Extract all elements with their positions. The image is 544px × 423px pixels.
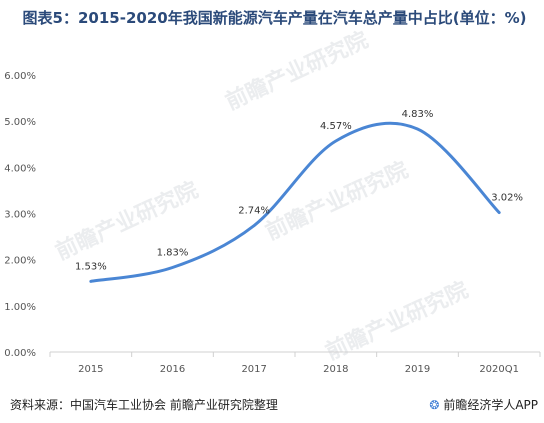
y-axis: 0.00% 1.00% 2.00% 3.00% 4.00% 5.00% 6.00%: [4, 71, 36, 359]
series-layer: [89, 121, 501, 283]
y-tick-label: 1.00%: [4, 302, 36, 313]
x-tick-label: 2017: [241, 364, 266, 375]
brand-name: 前瞻经济学人APP: [443, 398, 538, 412]
data-label-layer: 1.53% 1.83% 2.74% 4.57% 4.83% 3.02%: [75, 109, 523, 272]
x-tick-label: 2019: [405, 364, 430, 375]
y-tick-label: 4.00%: [4, 163, 36, 174]
watermark-text: 前瞻产业研究院: [222, 27, 373, 116]
x-tick-label: 2016: [160, 364, 185, 375]
data-label: 3.02%: [491, 193, 523, 204]
watermark-text: 前瞻产业研究院: [262, 157, 413, 246]
data-label: 4.57%: [320, 121, 352, 132]
data-label: 4.83%: [402, 109, 434, 120]
x-tick-label: 2018: [323, 364, 348, 375]
y-tick-label: 5.00%: [4, 117, 36, 128]
chart-title: 图表5：2015-2020年我国新能源汽车产量在汽车总产量中占比(单位：%): [22, 9, 527, 27]
x-tick-label: 2020Q1: [479, 364, 519, 375]
x-tick-label: 2015: [78, 364, 103, 375]
y-tick-label: 2.00%: [4, 256, 36, 267]
data-label: 1.53%: [75, 261, 107, 272]
qianzhan-logo-icon: ❂: [429, 398, 440, 412]
y-tick-label: 0.00%: [4, 348, 36, 359]
data-label: 1.83%: [157, 248, 189, 259]
y-tick-label: 6.00%: [4, 71, 36, 82]
brand-credit: ❂ 前瞻经济学人APP: [429, 396, 538, 413]
y-tick-label: 3.00%: [4, 210, 36, 221]
data-label: 2.74%: [238, 206, 270, 217]
source-note: 资料来源：中国汽车工业协会 前瞻产业研究院整理: [10, 398, 278, 412]
series-line: [89, 121, 501, 283]
x-axis: 2015 2016 2017 2018 2019 2020Q1: [49, 351, 541, 375]
